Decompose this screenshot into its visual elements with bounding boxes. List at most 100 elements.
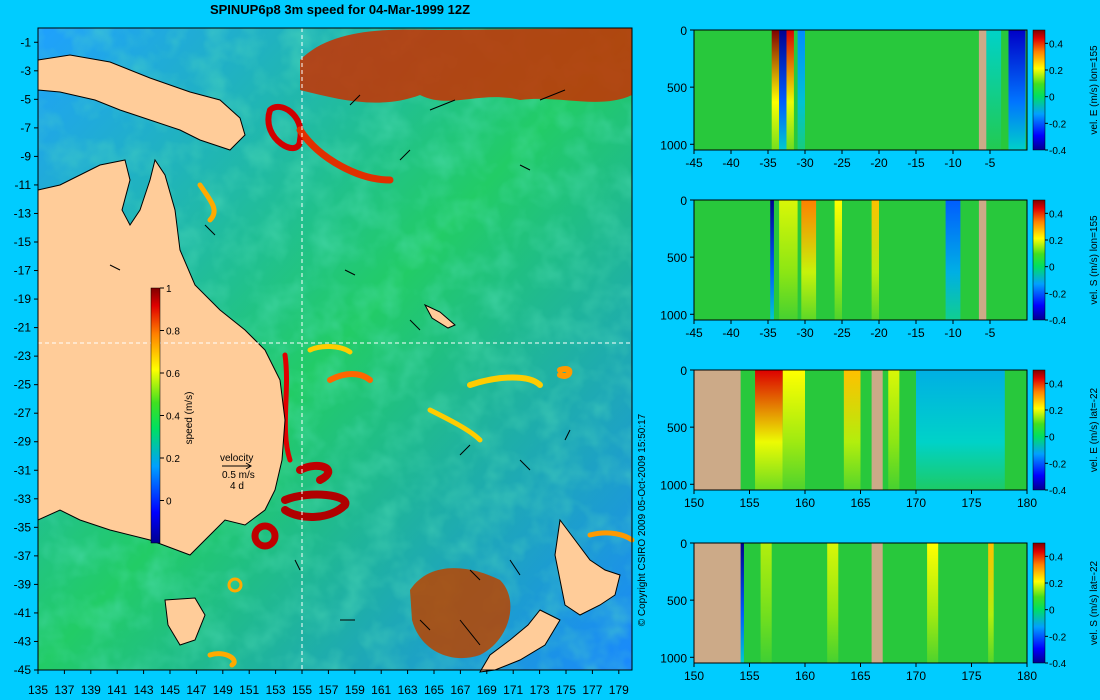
map-x-tick-label: 179 [609, 683, 629, 697]
map-x-tick-label: 137 [54, 683, 74, 697]
map-x-tick-label: 159 [345, 683, 365, 697]
map-y-tick-label: -5 [20, 92, 31, 106]
land-new-zealand-north [554, 518, 621, 616]
speed-colorbar: 0 0.2 0.4 0.6 0.8 1 speed (m/s) [150, 284, 195, 544]
section-colorbar-tick-label: 0.4 [1049, 209, 1063, 220]
section-land [694, 370, 741, 490]
section-x-tick-label: 150 [684, 496, 704, 510]
colorbar-tick-label: 0.8 [166, 327, 180, 338]
section-panel: 150 155 160 165 170 175 180 0 500 1000 0.4 0.2 0 -0.2… [660, 537, 1100, 683]
section-colorbar-tick-label: 0.4 [1049, 39, 1063, 50]
map-x-tick-label: 147 [186, 683, 206, 697]
section-y-tick-label: 500 [667, 421, 687, 435]
section-field [694, 200, 1027, 320]
high-speed-region-tasman [410, 568, 511, 659]
section-band [834, 200, 842, 320]
section-x-tick-label: -20 [870, 326, 888, 340]
velocity-legend-duration: 4 d [230, 481, 244, 492]
map-x-tick-label: 161 [371, 683, 391, 697]
section-x-tick-label: 165 [850, 669, 870, 683]
map-x-tick-label: 175 [556, 683, 576, 697]
section-x-tick-label: -45 [685, 156, 703, 170]
section-land [871, 543, 883, 663]
velocity-legend-label: velocity [220, 453, 253, 464]
section-frame [693, 199, 1028, 321]
land-tasmania [164, 597, 206, 646]
section-band [871, 200, 879, 320]
section-x-tick-label: -25 [833, 326, 851, 340]
land-new-caledonia [423, 303, 456, 329]
map-y-tick-label: -13 [14, 206, 32, 220]
section-x-tick-label: 165 [850, 496, 870, 510]
section-band [1008, 30, 1026, 150]
section-frame [693, 29, 1028, 151]
section-y-tick-label: 500 [667, 81, 687, 95]
velocity-legend-speed: 0.5 m/s [222, 470, 255, 481]
section-y-tick-label: 0 [680, 24, 687, 38]
map-y-tick-label: -25 [14, 378, 32, 392]
map-x-tick-label: 153 [266, 683, 286, 697]
section-x-tick-label: 170 [906, 669, 926, 683]
section-colorbar [1032, 369, 1046, 491]
map-x-tick-label: 167 [450, 683, 470, 697]
map-y-tick-label: -27 [14, 406, 32, 420]
section-band [755, 370, 783, 490]
section-x-tick-label: -5 [985, 326, 996, 340]
section-band [927, 543, 939, 663]
map-y-tick-label: -19 [14, 292, 32, 306]
map-y-tick-label: -21 [14, 321, 32, 335]
section-x-tick-label: -15 [907, 326, 925, 340]
map-y-tick-label: -41 [14, 606, 32, 620]
map-y-tick-label: -3 [20, 64, 31, 78]
section-x-tick-label: -45 [685, 326, 703, 340]
section-band [779, 200, 798, 320]
section-x-tick-label: 160 [795, 669, 815, 683]
land-new-guinea [37, 54, 246, 151]
section-band [916, 370, 1005, 490]
section-band [827, 543, 839, 663]
map-frame [37, 27, 633, 671]
map-x-tick-label: 165 [424, 683, 444, 697]
section-panel: 150 155 160 165 170 175 180 0 500 1000 0.4 0.2 0 -0.2… [660, 364, 1100, 510]
section-band [843, 370, 861, 490]
map-y-tick-label: -9 [20, 149, 31, 163]
map-y-tick-label: -17 [14, 264, 32, 278]
section-colorbar-tick-label: 0.4 [1049, 552, 1063, 563]
section-band [738, 543, 744, 663]
section-colorbar-tick-label: -0.4 [1049, 146, 1067, 157]
section-colorbar-tick-label: 0 [1049, 93, 1055, 104]
section-band [888, 370, 900, 490]
section-band [782, 370, 805, 490]
section-band [771, 30, 780, 150]
map-y-tick-label: -37 [14, 549, 32, 563]
section-x-tick-label: 155 [739, 496, 759, 510]
colorbar-label: speed (m/s) [184, 392, 195, 445]
section-colorbar-tick-label: -0.2 [1049, 119, 1067, 130]
section-x-tick-label: 155 [739, 669, 759, 683]
section-band [779, 30, 787, 150]
map-x-tick-label: 155 [292, 683, 312, 697]
land-australia [37, 158, 286, 556]
section-x-tick-label: -30 [796, 156, 814, 170]
map-x-tick-label: 163 [398, 683, 418, 697]
section-band [801, 200, 817, 320]
crosshair [38, 28, 632, 670]
section-colorbar-label: vel. S (m/s) lat=-22 [1089, 560, 1100, 645]
land-new-zealand-south [479, 609, 561, 673]
section-colorbar-tick-label: 0 [1049, 433, 1055, 444]
map-y-tick-label: -33 [14, 492, 32, 506]
section-colorbar-tick-label: -0.2 [1049, 459, 1067, 470]
map-x-tick-label: 169 [477, 683, 497, 697]
section-band [945, 200, 961, 320]
section-y-tick-label: 500 [667, 594, 687, 608]
section-x-tick-label: -40 [722, 156, 740, 170]
section-colorbar-tick-label: 0.2 [1049, 236, 1063, 247]
section-colorbar-tick-label: 0.2 [1049, 406, 1063, 417]
section-y-tick-label: 1000 [660, 478, 687, 492]
figure-title: SPINUP6p8 3m speed for 04-Mar-1999 12Z [210, 2, 470, 17]
map-x-tick-label: 171 [503, 683, 523, 697]
map-y-tick-label: -45 [14, 663, 32, 677]
section-band [982, 30, 1002, 150]
map-x-tick-label: 157 [318, 683, 338, 697]
